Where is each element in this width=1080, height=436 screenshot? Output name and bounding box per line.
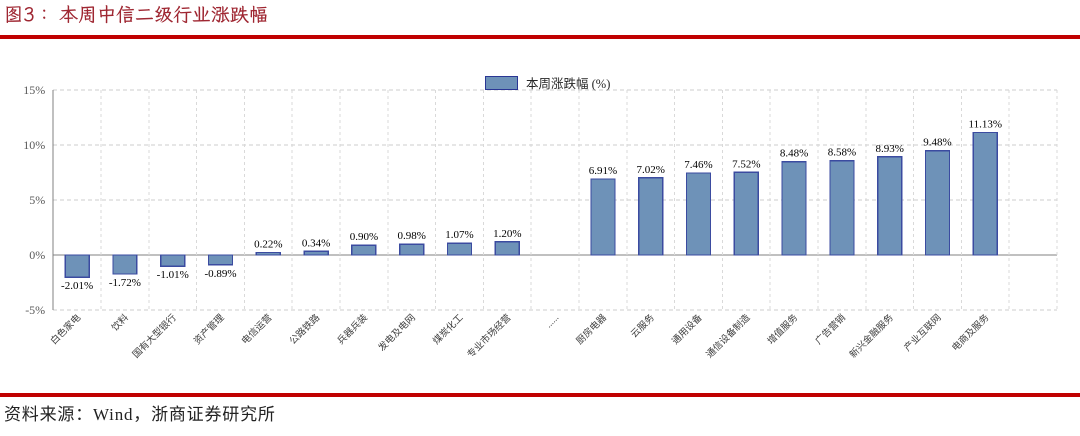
svg-text:-1.01%: -1.01% [157, 269, 189, 281]
svg-text:7.02%: 7.02% [636, 164, 664, 176]
svg-text:5%: 5% [29, 193, 45, 207]
svg-text:-5%: -5% [25, 303, 45, 317]
svg-text:增值服务: 增值服务 [765, 311, 801, 347]
svg-text:电商及服务: 电商及服务 [949, 311, 991, 353]
svg-text:电信运营: 电信运营 [239, 312, 274, 347]
svg-text:15%: 15% [23, 83, 45, 97]
svg-text:白色家电: 白色家电 [48, 311, 84, 347]
svg-text:6.91%: 6.91% [589, 165, 617, 177]
svg-text:资产管理: 资产管理 [191, 311, 227, 347]
svg-text:8.93%: 8.93% [875, 143, 903, 155]
svg-text:......: ...... [544, 313, 561, 330]
svg-text:7.46%: 7.46% [684, 159, 712, 171]
svg-text:7.52%: 7.52% [732, 158, 760, 170]
svg-text:产业互联网: 产业互联网 [902, 312, 944, 354]
svg-text:国有大型银行: 国有大型银行 [130, 311, 179, 360]
svg-text:0.98%: 0.98% [397, 230, 425, 242]
svg-text:1.07%: 1.07% [445, 229, 473, 241]
svg-text:1.20%: 1.20% [493, 228, 521, 240]
svg-text:煤炭化工: 煤炭化工 [430, 311, 466, 347]
svg-text:0.34%: 0.34% [302, 237, 330, 249]
svg-text:-1.72%: -1.72% [109, 277, 141, 289]
svg-text:0.22%: 0.22% [254, 239, 282, 251]
svg-text:广告营销: 广告营销 [813, 311, 849, 347]
svg-text:-0.89%: -0.89% [204, 268, 236, 280]
svg-text:饮料: 饮料 [109, 311, 131, 333]
svg-text:0%: 0% [29, 248, 45, 262]
svg-text:11.13%: 11.13% [969, 119, 1003, 131]
svg-text:兵器兵装: 兵器兵装 [335, 311, 371, 347]
svg-text:8.48%: 8.48% [780, 148, 808, 160]
svg-text:新兴金融服务: 新兴金融服务 [847, 311, 896, 360]
svg-text:发电及电网: 发电及电网 [376, 312, 418, 354]
svg-text:通用设备: 通用设备 [669, 311, 705, 347]
svg-text:专业市场经营: 专业市场经营 [465, 312, 514, 361]
svg-text:公路铁路: 公路铁路 [287, 311, 323, 347]
svg-text:10%: 10% [23, 138, 45, 152]
svg-text:厨房电器: 厨房电器 [574, 311, 610, 347]
svg-text:云服务: 云服务 [628, 311, 657, 340]
svg-text:通信设备制造: 通信设备制造 [704, 311, 753, 360]
svg-text:8.58%: 8.58% [828, 147, 856, 159]
svg-text:0.90%: 0.90% [350, 231, 378, 243]
svg-text:9.48%: 9.48% [923, 137, 951, 149]
svg-text:-2.01%: -2.01% [61, 280, 93, 292]
